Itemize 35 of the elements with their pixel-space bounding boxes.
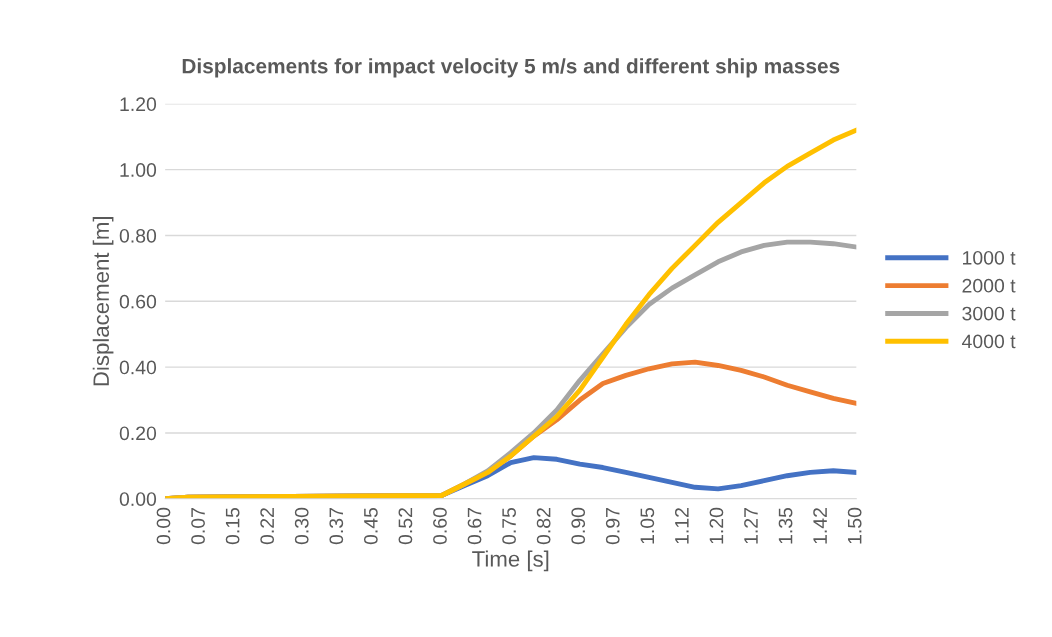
y-tick-label: 0.20: [119, 426, 157, 441]
x-tick-label: 1.35: [778, 507, 793, 544]
x-axis-title: Time [s]: [472, 550, 549, 572]
x-tick-label: 0.30: [294, 507, 309, 545]
x-tick-label: 0.60: [433, 507, 447, 545]
legend-label: 1000 t: [963, 250, 1016, 265]
x-tick-label: 1.42: [813, 508, 827, 544]
x-tick-label: 0.15: [225, 507, 240, 545]
x-tick-label: 0.67: [467, 508, 482, 545]
y-axis-title: Displacement [m]: [92, 217, 114, 386]
legend-label: 4000 t: [961, 334, 1016, 349]
x-tick-label: 0.90: [571, 507, 586, 545]
y-tick-label: 0.80: [119, 228, 157, 243]
legend-label: 3000 t: [962, 306, 1016, 321]
x-tick-label: 1.12: [674, 508, 689, 544]
x-tick-label: 0.37: [329, 508, 344, 545]
legend-label: 2000 t: [962, 278, 1016, 293]
y-tick-label: 1.20: [120, 97, 157, 112]
y-tick-label: 1.00: [120, 163, 157, 177]
x-tick-label: 1.50: [847, 507, 862, 544]
x-tick-label: 0.82: [536, 508, 551, 545]
x-tick-label: 0.22: [260, 508, 275, 545]
line-series: [165, 127, 857, 499]
y-tick-label: 0.40: [119, 360, 157, 375]
x-tick-label: 0.07: [191, 508, 205, 545]
x-tick-label: 1.27: [744, 508, 758, 544]
x-tick-label: 0.45: [363, 507, 378, 545]
y-tick-label: 0.00: [119, 492, 157, 507]
x-tick-label: 0.75: [502, 507, 516, 545]
x-tick-label: 0.97: [605, 508, 620, 545]
x-tick-label: 0.52: [398, 508, 413, 545]
x-tick-label: 1.05: [640, 507, 655, 544]
y-tick-label: 0.60: [119, 294, 157, 309]
x-tick-label: 1.20: [709, 507, 724, 544]
chart-title: Displacements for impact velocity 5 m/s and different ship masses: [182, 58, 840, 78]
